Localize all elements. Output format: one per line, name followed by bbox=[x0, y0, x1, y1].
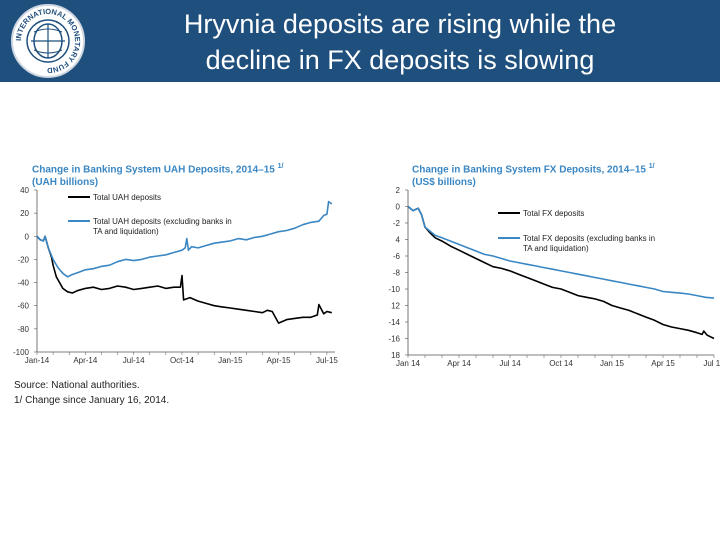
source-note: Source: National authorities. bbox=[14, 380, 140, 391]
uah-y-tick-label: -40 bbox=[17, 279, 29, 288]
fx-x-tick-label: Oct 14 bbox=[549, 359, 573, 368]
uah-series-blue-line bbox=[36, 200, 333, 278]
uah-y-tick-label: 40 bbox=[20, 186, 29, 195]
page-title: Hryvnia deposits are rising while the de… bbox=[120, 6, 680, 78]
fx-y-tick-label: 4 bbox=[396, 236, 401, 245]
uah-x-tick-label: Jul-15 bbox=[316, 356, 338, 365]
fx-y-tick-label: 18 bbox=[391, 351, 400, 360]
uah-x-tick-label: Apr-14 bbox=[73, 356, 98, 365]
fx-series-blue-line bbox=[407, 205, 715, 299]
uah-legend-label-1: Total UAH deposits bbox=[93, 193, 161, 202]
fx-legend-label-2: TA and liquidation) bbox=[523, 244, 589, 253]
fx-legend-label-2: Total FX deposits (excluding banks in bbox=[523, 234, 655, 243]
fx-chart-subtitle: (US$ billions) bbox=[412, 177, 476, 189]
fx-y-tick-label: -14 bbox=[388, 318, 400, 327]
title-line-2: decline in FX deposits is slowing bbox=[205, 45, 595, 75]
fx-y-tick-label: -6 bbox=[393, 252, 401, 261]
fx-chart-title: Change in Banking System FX Deposits, 20… bbox=[412, 160, 655, 189]
fx-x-tick-label: Jul 14 bbox=[499, 359, 521, 368]
fx-chart-title-footnote: 1/ bbox=[648, 163, 655, 170]
uah-chart-title-footnote: 1/ bbox=[277, 163, 284, 170]
fx-y-tick-label: -10 bbox=[388, 285, 400, 294]
uah-x-tick-label: Oct-14 bbox=[170, 356, 195, 365]
uah-x-tick-label: Apr-15 bbox=[267, 356, 292, 365]
fx-y-tick-label: 12 bbox=[391, 302, 400, 311]
uah-x-tick-label: Jan-15 bbox=[218, 356, 243, 365]
fx-series-black-line bbox=[407, 205, 715, 340]
fx-y-tick-label: 0 bbox=[396, 203, 401, 212]
uah-y-tick-label: 20 bbox=[20, 209, 29, 218]
fx-y-tick-label: -8 bbox=[393, 269, 401, 278]
fx-y-tick-label: -16 bbox=[388, 335, 400, 344]
fx-legend-label-1: Total FX deposits bbox=[523, 209, 584, 218]
fx-y-tick-label: -2 bbox=[393, 219, 401, 228]
uah-chart-title-text: Change in Banking System UAH Deposits, 2… bbox=[32, 164, 275, 176]
fx-y-tick-label: 2 bbox=[396, 186, 401, 195]
uah-legend-label-2: Total UAH deposits (excluding banks in bbox=[93, 217, 232, 226]
uah-chart-subtitle: (UAH billions) bbox=[32, 177, 99, 189]
uah-legend-label-2: TA and liquidation) bbox=[93, 227, 159, 236]
uah-x-tick-label: Jan-14 bbox=[25, 356, 50, 365]
uah-chart-title: Change in Banking System UAH Deposits, 2… bbox=[32, 160, 283, 189]
fx-chart-title-text: Change in Banking System FX Deposits, 20… bbox=[412, 164, 646, 176]
uah-y-tick-label: 0 bbox=[25, 232, 30, 241]
footnote: 1/ Change since January 16, 2014. bbox=[14, 395, 170, 406]
fx-x-tick-label: Apr 15 bbox=[651, 359, 675, 368]
uah-y-tick-label: -80 bbox=[17, 325, 29, 334]
slide-header: INTERNATIONAL MONETARY FUND Hryvnia depo… bbox=[0, 0, 720, 82]
fx-x-tick-label: Apr 14 bbox=[447, 359, 471, 368]
uah-y-tick-label: -100 bbox=[13, 348, 30, 357]
uah-y-tick-label: -20 bbox=[17, 255, 29, 264]
uah-x-tick-label: Jul-14 bbox=[123, 356, 145, 365]
fx-x-tick-label: Jan 14 bbox=[396, 359, 421, 368]
fx-x-tick-label: Jul 15 bbox=[703, 359, 720, 368]
uah-y-tick-label: -60 bbox=[17, 302, 29, 311]
uah-series-black-line bbox=[36, 235, 332, 324]
title-line-1: Hryvnia deposits are rising while the bbox=[183, 9, 617, 39]
imf-seal-logo: INTERNATIONAL MONETARY FUND bbox=[11, 4, 85, 78]
fx-x-tick-label: Jan 15 bbox=[600, 359, 625, 368]
